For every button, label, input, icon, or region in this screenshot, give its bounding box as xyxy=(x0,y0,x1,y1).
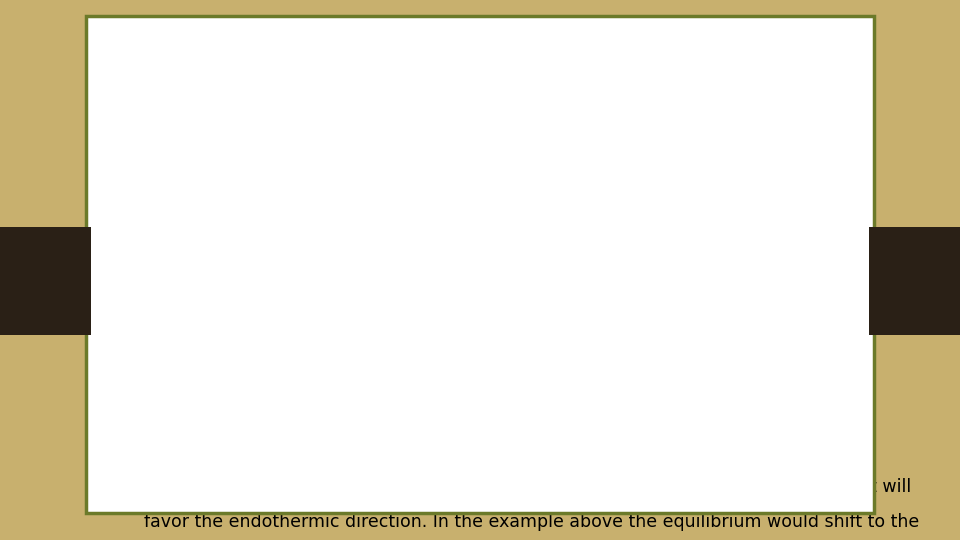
Text: need to know whether the forward/reverse reaction is endothermic: need to know whether the forward/reverse… xyxy=(133,195,812,214)
Text: The equilibrium will shift to counteract the increase in temperature, meaning th: The equilibrium will shift to counteract… xyxy=(122,478,911,496)
Text: Heat: Heat xyxy=(594,318,635,333)
Text: Suppose the system reaches equilibrium at 700 K and the temperature is: Suppose the system reaches equilibrium a… xyxy=(130,406,772,424)
Text: −250kJ/mol: −250kJ/mol xyxy=(319,318,410,333)
Text: = endothermic: = endothermic xyxy=(455,333,575,348)
Text: •: • xyxy=(118,158,132,181)
Text: C + ΔH =: C + ΔH = xyxy=(287,340,377,359)
Text: C + ΔH =: C + ΔH = xyxy=(287,282,377,301)
Text: or exothermic.: or exothermic. xyxy=(133,232,280,251)
Text: increased to 800 K: increased to 800 K xyxy=(130,442,293,460)
Text: A + 2B: A + 2B xyxy=(118,282,185,301)
Text: In order to determine the effect of temperature on an equilibrium we: In order to determine the effect of temp… xyxy=(133,158,833,177)
Text: Reactants    → Products +: Reactants → Products + xyxy=(594,285,791,299)
Text: exothermic: exothermic xyxy=(463,301,553,315)
Text: Heat + Reactants → Products: Heat + Reactants → Products xyxy=(594,342,818,356)
Text: =: = xyxy=(476,282,488,301)
Text: favor the endothermic direction. In the example above the equilibrium would shif: favor the endothermic direction. In the … xyxy=(122,514,919,531)
Text: +250kJ/mol: +250kJ/mol xyxy=(319,375,410,390)
Text: The effect of temperature: The effect of temperature xyxy=(171,78,789,124)
Text: A + 2B: A + 2B xyxy=(118,340,185,359)
